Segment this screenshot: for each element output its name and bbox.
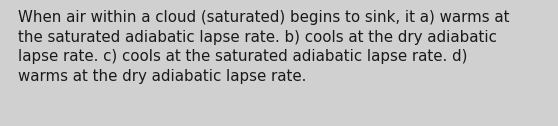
- Text: When air within a cloud (saturated) begins to sink, it a) warms at
the saturated: When air within a cloud (saturated) begi…: [18, 10, 509, 84]
